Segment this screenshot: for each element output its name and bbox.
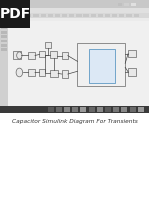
FancyBboxPatch shape bbox=[45, 42, 51, 48]
FancyBboxPatch shape bbox=[64, 107, 70, 112]
FancyBboxPatch shape bbox=[105, 14, 110, 17]
FancyBboxPatch shape bbox=[128, 68, 136, 76]
FancyBboxPatch shape bbox=[80, 107, 86, 112]
Circle shape bbox=[17, 52, 22, 59]
Text: PDF: PDF bbox=[0, 7, 31, 21]
FancyBboxPatch shape bbox=[119, 14, 124, 17]
FancyBboxPatch shape bbox=[138, 107, 144, 112]
FancyBboxPatch shape bbox=[98, 14, 103, 17]
FancyBboxPatch shape bbox=[48, 14, 53, 17]
FancyBboxPatch shape bbox=[128, 50, 136, 57]
FancyBboxPatch shape bbox=[1, 44, 7, 47]
FancyBboxPatch shape bbox=[1, 40, 7, 42]
FancyBboxPatch shape bbox=[12, 14, 17, 17]
FancyBboxPatch shape bbox=[91, 14, 96, 17]
FancyBboxPatch shape bbox=[0, 21, 8, 106]
FancyBboxPatch shape bbox=[89, 49, 115, 83]
FancyBboxPatch shape bbox=[131, 3, 136, 6]
FancyBboxPatch shape bbox=[112, 14, 117, 17]
FancyBboxPatch shape bbox=[50, 70, 58, 77]
FancyBboxPatch shape bbox=[83, 14, 89, 17]
FancyBboxPatch shape bbox=[0, 106, 149, 113]
FancyBboxPatch shape bbox=[62, 70, 68, 78]
FancyBboxPatch shape bbox=[1, 35, 7, 38]
FancyBboxPatch shape bbox=[62, 52, 68, 59]
FancyBboxPatch shape bbox=[0, 0, 149, 113]
FancyBboxPatch shape bbox=[1, 31, 7, 34]
FancyBboxPatch shape bbox=[8, 21, 149, 106]
FancyBboxPatch shape bbox=[121, 107, 127, 112]
FancyBboxPatch shape bbox=[39, 69, 45, 76]
FancyBboxPatch shape bbox=[0, 8, 149, 13]
FancyBboxPatch shape bbox=[97, 107, 103, 112]
Circle shape bbox=[16, 68, 23, 77]
FancyBboxPatch shape bbox=[50, 51, 57, 58]
FancyBboxPatch shape bbox=[113, 107, 119, 112]
FancyBboxPatch shape bbox=[72, 107, 78, 112]
FancyBboxPatch shape bbox=[33, 14, 39, 17]
FancyBboxPatch shape bbox=[130, 107, 136, 112]
FancyBboxPatch shape bbox=[19, 14, 24, 17]
FancyBboxPatch shape bbox=[28, 52, 35, 59]
FancyBboxPatch shape bbox=[41, 14, 46, 17]
FancyBboxPatch shape bbox=[0, 13, 149, 18]
FancyBboxPatch shape bbox=[89, 107, 95, 112]
FancyBboxPatch shape bbox=[1, 22, 7, 25]
FancyBboxPatch shape bbox=[28, 69, 35, 76]
Text: Capacitor Simulink Diagram For Transients: Capacitor Simulink Diagram For Transient… bbox=[12, 119, 137, 124]
FancyBboxPatch shape bbox=[118, 3, 122, 6]
FancyBboxPatch shape bbox=[1, 48, 7, 51]
FancyBboxPatch shape bbox=[39, 51, 45, 57]
FancyBboxPatch shape bbox=[77, 43, 125, 86]
FancyBboxPatch shape bbox=[69, 14, 74, 17]
FancyBboxPatch shape bbox=[126, 14, 132, 17]
FancyBboxPatch shape bbox=[56, 107, 62, 112]
FancyBboxPatch shape bbox=[48, 107, 54, 112]
FancyBboxPatch shape bbox=[1, 27, 7, 29]
FancyBboxPatch shape bbox=[0, 0, 149, 8]
FancyBboxPatch shape bbox=[26, 14, 31, 17]
FancyBboxPatch shape bbox=[0, 18, 149, 21]
FancyBboxPatch shape bbox=[134, 14, 139, 17]
FancyBboxPatch shape bbox=[55, 14, 60, 17]
FancyBboxPatch shape bbox=[124, 3, 129, 6]
FancyBboxPatch shape bbox=[0, 0, 30, 28]
FancyBboxPatch shape bbox=[76, 14, 82, 17]
FancyBboxPatch shape bbox=[13, 51, 21, 59]
FancyBboxPatch shape bbox=[62, 14, 67, 17]
FancyBboxPatch shape bbox=[105, 107, 111, 112]
